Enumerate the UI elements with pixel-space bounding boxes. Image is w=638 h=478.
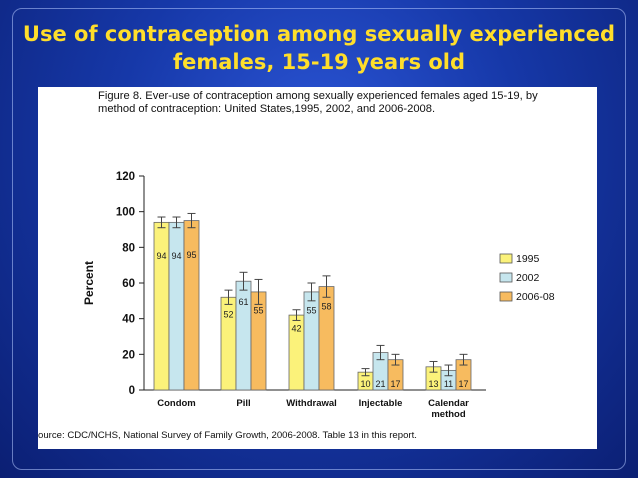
bar [183, 220, 200, 391]
bar [168, 221, 185, 391]
legend-label: 2002 [516, 272, 540, 284]
legend-label: 2006-08 [516, 291, 555, 303]
y-tick-label: 20 [122, 349, 135, 361]
data-label: 10 [360, 379, 370, 389]
data-label: 55 [253, 305, 263, 315]
y-tick-label: 120 [116, 171, 135, 183]
y-tick-label: 100 [116, 207, 135, 219]
data-label: 21 [375, 379, 385, 389]
legend-swatch [499, 253, 513, 264]
legend-label: 1995 [516, 253, 540, 265]
data-label: 52 [223, 310, 233, 320]
data-label: 11 [444, 379, 453, 389]
data-label: 55 [306, 305, 316, 315]
slide-border [12, 8, 626, 470]
data-label: 94 [156, 251, 166, 261]
y-tick-label: 80 [122, 242, 135, 254]
category-label: Calendar [428, 398, 469, 409]
data-label: 17 [390, 379, 400, 389]
data-label: 95 [186, 250, 196, 260]
figure-caption: Figure 8. Ever-use of contraception amon… [98, 90, 538, 115]
y-tick-label: 60 [122, 278, 135, 290]
category-label: Condom [157, 398, 196, 409]
figure-panel: Figure 8. Ever-use of contraception amon… [38, 87, 597, 449]
data-label: 13 [428, 379, 438, 389]
category-label: Withdrawal [286, 398, 337, 409]
category-label: method [431, 409, 466, 420]
category-label: Injectable [359, 398, 403, 409]
data-label: 61 [238, 297, 248, 307]
bar-chart: 0 20 40 60 80 100 120 Percent 94 94 95 Condom 52 61 55… [82, 171, 555, 420]
data-label: 94 [171, 251, 181, 261]
figure-source: ource: CDC/NCHS, National Survey of Fami… [38, 430, 417, 441]
bar [153, 221, 170, 391]
y-tick-label: 40 [122, 314, 135, 326]
slide-title: Use of contraception among sexually expe… [22, 22, 616, 74]
category-label: Pill [236, 398, 250, 409]
legend-swatch [499, 272, 513, 283]
data-label: 17 [458, 379, 468, 389]
y-tick-label: 0 [129, 385, 135, 397]
data-label: 58 [321, 301, 331, 311]
y-axis-label: Percent [82, 261, 96, 305]
legend-swatch [499, 291, 513, 302]
data-label: 42 [291, 324, 301, 334]
